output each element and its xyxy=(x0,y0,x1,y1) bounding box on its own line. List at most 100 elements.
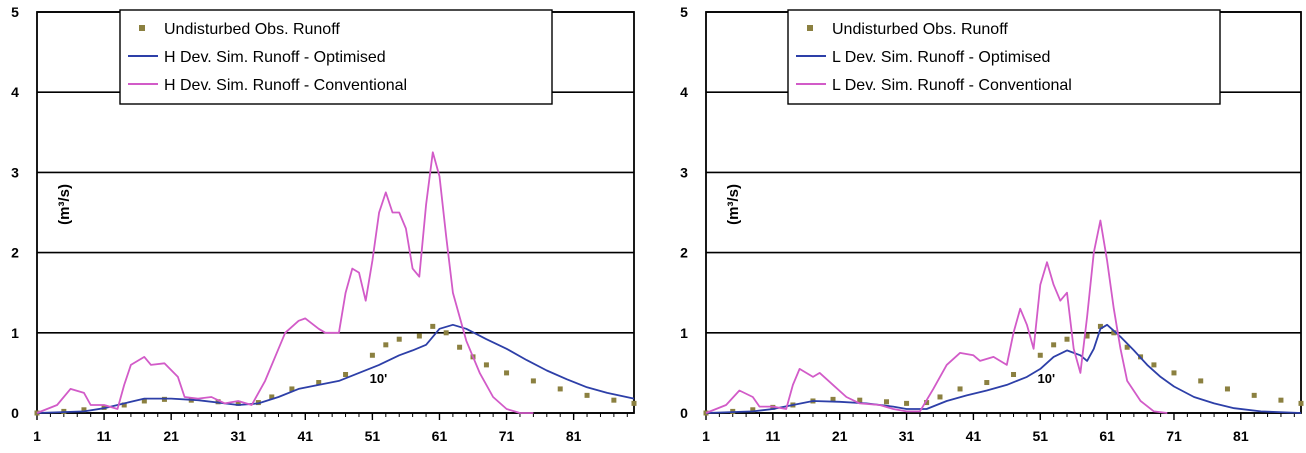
data-point xyxy=(369,352,375,358)
legend-marker xyxy=(139,25,145,31)
x-tick-label: 31 xyxy=(230,428,246,444)
data-point xyxy=(1198,378,1204,384)
data-point xyxy=(1124,344,1130,350)
x-tick-label: 81 xyxy=(1233,428,1249,444)
data-point xyxy=(443,330,449,336)
legend-marker xyxy=(807,25,813,31)
data-point xyxy=(1224,386,1230,392)
data-point xyxy=(984,380,990,386)
legend-label: L Dev. Sim. Runoff - Optimised xyxy=(832,49,1050,66)
data-point xyxy=(957,386,963,392)
data-point xyxy=(81,407,87,413)
x-tick-label: 61 xyxy=(432,428,448,444)
data-point xyxy=(1051,342,1057,348)
data-point xyxy=(121,402,127,408)
series-optimised-line xyxy=(36,323,635,414)
data-point xyxy=(557,386,563,392)
y-tick-label: 4 xyxy=(680,84,688,100)
y-tick-label: 2 xyxy=(11,245,19,261)
legend-box xyxy=(787,9,1221,105)
data-point xyxy=(235,400,241,406)
data-point xyxy=(1251,392,1257,398)
x-tick-label: 61 xyxy=(1099,428,1115,444)
data-point xyxy=(830,396,836,402)
data-point xyxy=(457,344,463,350)
data-point xyxy=(1278,397,1284,403)
x-tick-label: 81 xyxy=(566,428,582,444)
data-point xyxy=(1064,336,1070,342)
legend: Undisturbed Obs. Runoff H Dev. Sim. Runof… xyxy=(119,9,553,105)
data-point xyxy=(584,392,590,398)
data-point xyxy=(924,400,930,406)
data-point xyxy=(631,400,637,406)
series-optimised-line xyxy=(705,323,1302,414)
data-point xyxy=(383,342,389,348)
data-point xyxy=(396,336,402,342)
y-tick-label: 2 xyxy=(680,245,688,261)
x-tick-label: 21 xyxy=(163,428,179,444)
data-point xyxy=(750,407,756,413)
legend: Undisturbed Obs. Runoff L Dev. Sim. Runof… xyxy=(787,9,1221,105)
data-point xyxy=(504,370,510,376)
x-tick-label: 71 xyxy=(1166,428,1182,444)
data-point xyxy=(611,397,617,403)
y-tick-label: 3 xyxy=(11,164,19,180)
x-tick-label: 31 xyxy=(899,428,915,444)
annotation-label: 10' xyxy=(1037,371,1055,386)
x-tick-label: 41 xyxy=(298,428,314,444)
series-conventional-line xyxy=(36,151,534,414)
data-point xyxy=(343,372,349,378)
data-point xyxy=(884,399,890,405)
data-point xyxy=(430,323,436,329)
legend-label: L Dev. Sim. Runoff - Conventional xyxy=(832,77,1072,94)
data-point xyxy=(141,398,147,404)
y-tick-label: 4 xyxy=(11,84,19,100)
data-point xyxy=(530,378,536,384)
data-point xyxy=(937,394,943,400)
x-tick-label: 1 xyxy=(33,428,41,444)
x-tick-label: 21 xyxy=(832,428,848,444)
legend-label: Undisturbed Obs. Runoff xyxy=(164,21,340,38)
y-tick-label: 1 xyxy=(680,325,688,341)
legend-box xyxy=(119,9,553,105)
annotation-label: 10' xyxy=(370,371,388,386)
x-tick-label: 11 xyxy=(97,428,112,444)
data-point xyxy=(1037,352,1043,358)
data-point xyxy=(1111,330,1117,336)
y-tick-label: 3 xyxy=(680,164,688,180)
data-point xyxy=(904,400,910,406)
x-tick-label: 1 xyxy=(702,428,710,444)
legend-label: Undisturbed Obs. Runoff xyxy=(832,21,1008,38)
series-observed-runoff xyxy=(703,323,1304,416)
data-point xyxy=(416,333,422,339)
data-point xyxy=(857,397,863,403)
data-point xyxy=(1298,400,1304,406)
data-point xyxy=(316,380,322,386)
y-tick-label: 5 xyxy=(680,4,688,20)
data-point xyxy=(1097,323,1103,329)
y-axis-label: (m³/s) xyxy=(56,184,73,225)
series-conventional-line xyxy=(705,219,1168,414)
data-point xyxy=(1151,362,1157,368)
x-tick-label: 41 xyxy=(966,428,982,444)
y-tick-label: 5 xyxy=(11,4,19,20)
y-tick-label: 1 xyxy=(11,325,19,341)
data-point xyxy=(289,386,295,392)
data-point xyxy=(1171,370,1177,376)
y-axis-label: (m³/s) xyxy=(725,184,742,225)
data-point xyxy=(269,394,275,400)
x-tick-label: 51 xyxy=(1032,428,1048,444)
x-tick-label: 71 xyxy=(499,428,515,444)
x-tick-label: 51 xyxy=(365,428,381,444)
y-tick-label: 0 xyxy=(680,405,688,421)
legend-label: H Dev. Sim. Runoff - Conventional xyxy=(164,77,407,94)
y-tick-label: 0 xyxy=(11,405,19,421)
legend-label: H Dev. Sim. Runoff - Optimised xyxy=(164,49,386,66)
x-tick-label: 11 xyxy=(765,428,780,444)
data-point xyxy=(483,362,489,368)
data-point xyxy=(1011,372,1017,378)
data-point xyxy=(1084,333,1090,339)
